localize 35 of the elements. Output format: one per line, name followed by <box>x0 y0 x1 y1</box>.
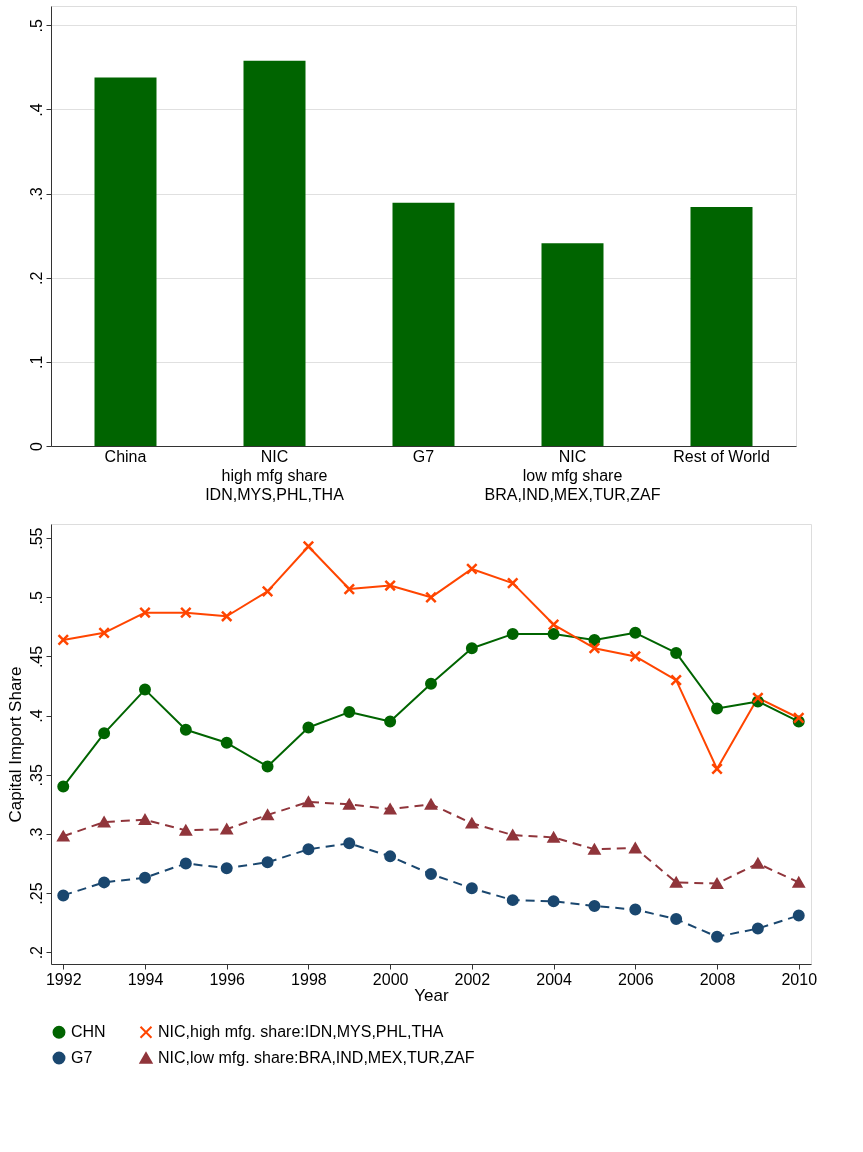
y-tick-label: .4 <box>27 103 45 117</box>
legend-label: G7 <box>71 1049 93 1066</box>
y-tick-label: .2 <box>27 945 45 960</box>
y-tick-label: .3 <box>27 187 45 201</box>
x-tick-label: NIC high mfg share IDN,MYS,PHL,THA <box>205 447 345 503</box>
y-tick-label: .25 <box>27 882 45 905</box>
x-tick-label: China <box>104 447 147 465</box>
legend-label: CHN <box>71 1023 106 1041</box>
x-tick-label: 2008 <box>699 970 736 988</box>
y-tick-label: .45 <box>27 645 45 669</box>
y-tick-label: .55 <box>27 527 45 550</box>
x-tick-label: 1994 <box>127 970 164 988</box>
x-tick-label: 2006 <box>618 970 654 988</box>
x-tick-label: G7 <box>412 447 435 465</box>
y-axis-title: Capital Import Share <box>5 666 25 823</box>
x-tick-label: 2004 <box>536 970 572 988</box>
x-tick-label: NIC low mfg share BRA,IND,MEX,TUR,ZAF <box>484 447 661 503</box>
y-tick-label: .5 <box>27 19 45 33</box>
x-tick-label: 1996 <box>209 970 246 988</box>
y-tick-label: .3 <box>27 827 45 842</box>
y-tick-label: .5 <box>27 591 45 605</box>
y-tick-label: .2 <box>27 271 45 285</box>
legend-label: NIC,low mfg. share:BRA,IND,MEX,TUR,ZAF <box>158 1049 475 1066</box>
y-tick-label: .4 <box>27 709 45 723</box>
x-axis-title: Year <box>414 985 450 1005</box>
legend-label: NIC,high mfg. share:IDN,MYS,PHL,THA <box>158 1023 444 1041</box>
x-tick-label: Rest of World <box>673 447 770 465</box>
x-tick-label: 1998 <box>291 970 327 988</box>
y-tick-label: 0 <box>27 441 45 451</box>
x-tick-label: 2000 <box>372 970 409 988</box>
x-tick-label: 2010 <box>781 970 818 988</box>
x-tick-label: 2002 <box>454 970 491 988</box>
y-tick-label: .1 <box>27 355 45 370</box>
y-tick-label: .35 <box>27 764 45 787</box>
x-tick-label: 1992 <box>45 970 82 988</box>
